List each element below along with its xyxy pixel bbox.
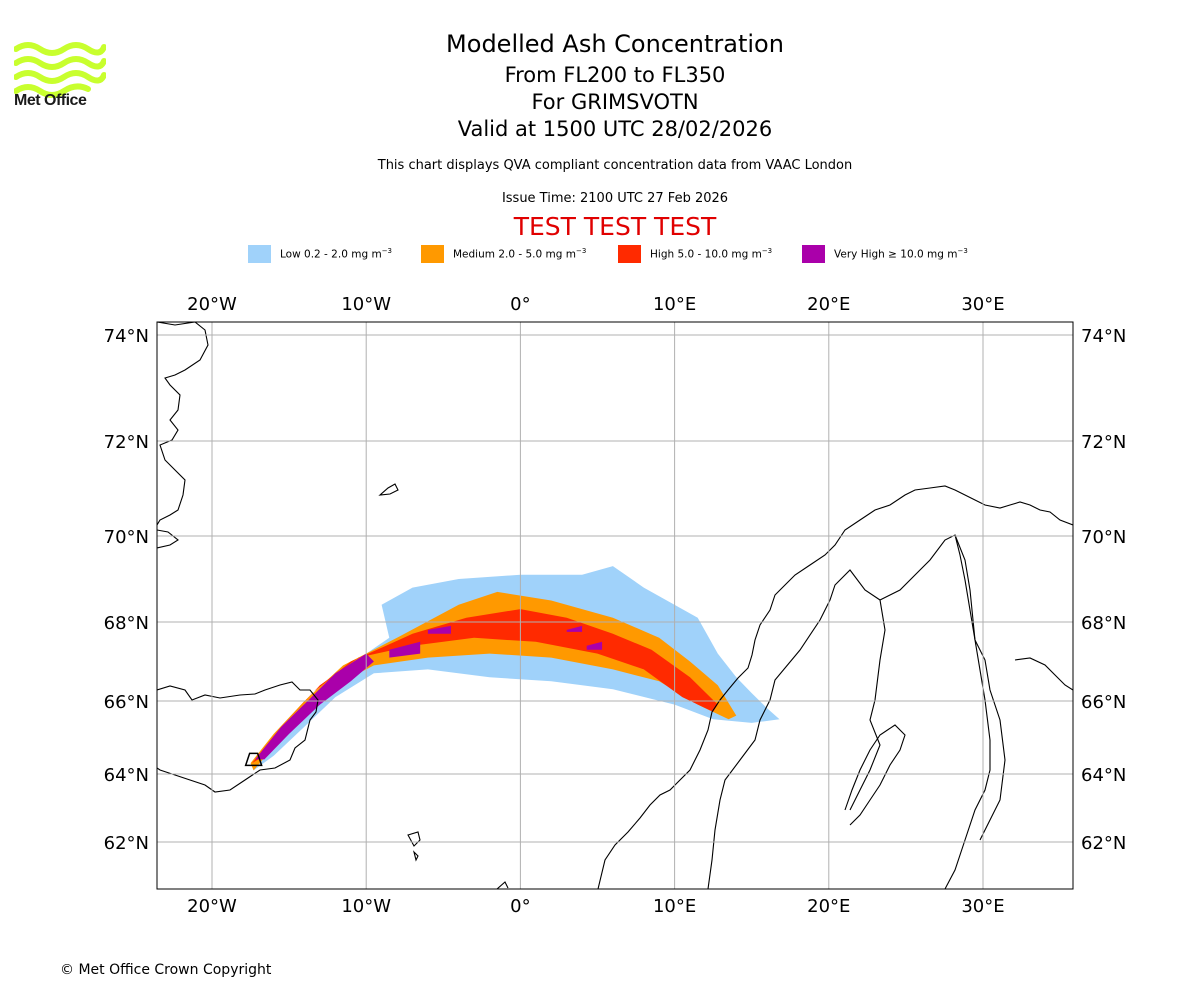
lat-label-right: 68°N (1081, 613, 1126, 634)
test-banner: TEST TEST TEST (513, 212, 717, 241)
lat-label-left: 68°N (104, 613, 149, 634)
volcano-name: For GRIMSVOTN (531, 90, 699, 114)
volcano-icon (244, 752, 263, 767)
legend-label-high: High 5.0 - 10.0 mg m−3 (650, 247, 773, 261)
volcano-marker (244, 752, 263, 767)
lat-label-right: 64°N (1081, 765, 1126, 786)
ash-patch-very-high (389, 641, 421, 658)
legend-label-very-high: Very High ≥ 10.0 mg m−3 (834, 247, 968, 261)
coastline-jan-mayen (378, 483, 399, 496)
chart-title: Modelled Ash Concentration (446, 30, 784, 58)
coastlines (157, 322, 1073, 889)
graticule (157, 322, 1073, 889)
lat-label-right: 70°N (1081, 527, 1126, 548)
lon-label-bottom: 0° (510, 896, 530, 917)
valid-time: Valid at 1500 UTC 28/02/2026 (457, 117, 773, 141)
ash-patch-very-high (427, 625, 451, 634)
legend-item-medium: Medium 2.0 - 5.0 mg m−3 (421, 244, 586, 264)
lat-label-left: 66°N (104, 692, 149, 713)
flight-levels: From FL200 to FL350 (504, 63, 726, 87)
coastline-gulf-of-bothnia (844, 724, 906, 826)
legend-swatch-high (618, 245, 641, 263)
lat-label-left: 64°N (104, 765, 149, 786)
legend-swatch-very-high (802, 245, 825, 263)
ash-area-very-high (255, 653, 374, 760)
legend-swatch-low (248, 245, 271, 263)
coastline-faroe (407, 831, 421, 862)
lon-label-bottom: 20°W (187, 896, 237, 917)
lat-label-right: 62°N (1081, 833, 1126, 854)
lon-label-top: 10°E (653, 294, 696, 315)
ash-concentration-layer (250, 566, 780, 771)
legend-swatch-medium (421, 245, 444, 263)
lon-label-top: 30°E (961, 294, 1004, 315)
lon-label-bottom: 20°E (807, 896, 850, 917)
lon-label-top: 0° (510, 294, 530, 315)
coastline-greenland-south (157, 529, 179, 549)
coastline-norway (496, 485, 1073, 889)
legend-item-high: High 5.0 - 10.0 mg m−3 (618, 244, 772, 264)
border-finland-russia (954, 534, 1006, 841)
lon-label-bottom: 10°E (653, 896, 696, 917)
coastline-iceland (157, 681, 319, 793)
lat-label-right: 72°N (1081, 432, 1126, 453)
lat-label-right: 74°N (1081, 326, 1126, 347)
map-frame (156, 321, 1074, 890)
legend-item-low: Low 0.2 - 2.0 mg m−3 (248, 244, 392, 264)
lon-label-top: 10°W (341, 294, 391, 315)
border-sweden-finland (879, 534, 991, 889)
lat-label-right: 66°N (1081, 692, 1126, 713)
met-office-logo-text: Met Office (14, 92, 87, 109)
chart-description: This chart displays QVA compliant concen… (377, 158, 853, 173)
lon-label-top: 20°E (807, 294, 850, 315)
lat-label-left: 62°N (104, 833, 149, 854)
axis-labels: 20°W 20°W 10°W 10°W 0° 0° 10°E 10°E 20°E 20°E 30°E… (104, 294, 1127, 917)
border-norway-sweden (707, 569, 886, 889)
legend-label-low: Low 0.2 - 2.0 mg m−3 (280, 247, 393, 261)
lon-label-bottom: 10°W (341, 896, 391, 917)
legend-item-very-high: Very High ≥ 10.0 mg m−3 (802, 244, 968, 264)
issue-time: Issue Time: 2100 UTC 27 Feb 2026 (501, 191, 729, 206)
lat-label-left: 72°N (104, 432, 149, 453)
copyright: © Met Office Crown Copyright (60, 962, 272, 978)
ash-area-low (250, 566, 780, 771)
lat-label-left: 74°N (104, 326, 149, 347)
legend-label-medium: Medium 2.0 - 5.0 mg m−3 (453, 247, 587, 261)
ash-patch-very-high (566, 625, 583, 632)
lat-label-left: 70°N (104, 527, 149, 548)
lon-label-bottom: 30°E (961, 896, 1004, 917)
met-office-logo-icon (14, 42, 106, 98)
ash-patch-very-high (586, 641, 603, 650)
coastline-greenland (157, 322, 209, 526)
lon-label-top: 20°W (187, 294, 237, 315)
coastline-kola (1014, 657, 1073, 691)
